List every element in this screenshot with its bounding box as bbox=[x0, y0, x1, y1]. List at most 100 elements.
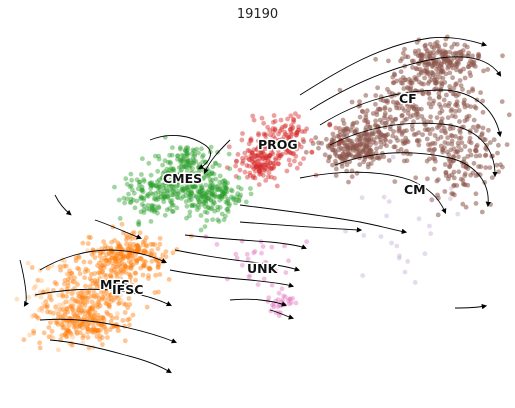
cell-point-cmes bbox=[238, 186, 244, 192]
cell-point-cf bbox=[362, 144, 368, 150]
cell-point-cmes bbox=[155, 210, 160, 216]
cell-point-cf bbox=[330, 131, 336, 137]
cell-point-cf bbox=[346, 179, 351, 185]
cell-point-mes bbox=[86, 326, 91, 332]
cell-point-mes bbox=[133, 270, 139, 276]
cell-point-prog bbox=[261, 168, 267, 174]
cell-point-mes bbox=[105, 292, 111, 298]
cell-point-cmes bbox=[136, 222, 142, 228]
cell-point-mes bbox=[37, 340, 42, 346]
cell-point-cf bbox=[495, 150, 500, 156]
cell-point-mes bbox=[136, 255, 142, 261]
cell-point-mes bbox=[120, 318, 126, 323]
cell-point-cmes bbox=[205, 205, 211, 211]
cell-point-cmes bbox=[141, 207, 147, 213]
cell-point-cmes bbox=[221, 217, 227, 223]
cell-point-cf bbox=[435, 212, 441, 218]
cell-point-mes bbox=[58, 306, 63, 312]
cell-point-cf bbox=[500, 164, 505, 170]
cell-point-cmes bbox=[190, 184, 196, 190]
cell-point-cmes bbox=[219, 211, 225, 217]
cell-point-prog bbox=[268, 143, 274, 149]
cell-point-mes bbox=[83, 283, 88, 289]
cell-point-mes bbox=[45, 265, 51, 271]
cell-point-mes bbox=[127, 273, 133, 278]
cell-point-cmes bbox=[162, 189, 167, 195]
cell-point-mes bbox=[128, 274, 134, 280]
cell-point-ifsc bbox=[99, 276, 104, 282]
cell-point-cf bbox=[381, 154, 387, 160]
cell-point-mes bbox=[66, 323, 72, 328]
cell-point-ifsc bbox=[75, 295, 81, 301]
cluster-label-mes: MES bbox=[100, 277, 130, 292]
cell-point-cmes bbox=[217, 179, 223, 185]
cell-point-mes bbox=[86, 234, 92, 240]
cell-point-mes bbox=[118, 251, 124, 257]
cell-point-cf bbox=[482, 137, 488, 143]
cell-point-mes bbox=[91, 316, 96, 322]
cell-point-unk bbox=[244, 251, 250, 257]
cell-point-cmes bbox=[199, 184, 205, 190]
cell-point-cmes bbox=[137, 179, 143, 185]
cell-point-cmes bbox=[180, 194, 186, 199]
cell-point-cmes bbox=[158, 191, 164, 197]
cell-point-mes bbox=[89, 306, 94, 312]
cell-point-prog bbox=[281, 138, 287, 144]
cell-point-mes bbox=[105, 335, 110, 340]
cell-point-prog bbox=[251, 117, 257, 123]
cell-point-mes bbox=[86, 321, 92, 327]
cell-point-cf bbox=[448, 108, 454, 114]
cell-point-cmes bbox=[184, 151, 190, 157]
cell-point-mes bbox=[91, 313, 97, 318]
cell-point-cmes bbox=[181, 180, 187, 186]
cell-point-cf bbox=[401, 86, 407, 91]
cell-point-cf bbox=[392, 72, 398, 78]
cell-point-mes bbox=[146, 273, 151, 279]
cell-point-cmes bbox=[127, 200, 133, 206]
cell-point-mes bbox=[76, 266, 82, 272]
cell-point-mes bbox=[83, 322, 88, 328]
cell-point-ifsc bbox=[76, 329, 81, 335]
cell-point-prog bbox=[248, 136, 254, 142]
cell-point-cf bbox=[462, 42, 468, 48]
cell-point-mes bbox=[70, 296, 75, 302]
cell-point-mes bbox=[148, 251, 153, 257]
cell-point-ifsc bbox=[90, 309, 95, 315]
cell-point-mes bbox=[94, 281, 100, 286]
cluster-label-cm: CM bbox=[404, 182, 426, 197]
cell-point-mes bbox=[78, 290, 84, 296]
cell-point-cmes bbox=[201, 176, 206, 182]
cell-point-cmes bbox=[180, 162, 185, 167]
cell-point-cmes bbox=[124, 196, 130, 202]
cell-point-cmes bbox=[190, 155, 196, 161]
cell-point-mes bbox=[67, 330, 73, 335]
cell-point-mes bbox=[87, 259, 93, 265]
cell-point-ifsc bbox=[82, 299, 88, 304]
cell-point-prog bbox=[283, 150, 289, 156]
cell-point-mes bbox=[81, 320, 86, 326]
cell-point-prog bbox=[270, 126, 276, 131]
cell-point-prog bbox=[292, 158, 297, 164]
cell-point-mes bbox=[76, 315, 81, 321]
cell-point-cmes bbox=[210, 184, 216, 190]
cell-point-mes bbox=[128, 289, 134, 295]
cell-point-cf bbox=[470, 88, 476, 93]
cell-point-cmes bbox=[181, 186, 187, 192]
cell-point-cf bbox=[409, 123, 415, 129]
cell-point-cmes bbox=[190, 160, 196, 165]
cell-point-mes bbox=[103, 301, 109, 306]
cell-point-mes bbox=[115, 240, 121, 246]
cell-point-unk bbox=[282, 243, 287, 249]
cell-point-prog bbox=[258, 164, 263, 170]
cell-point-mes bbox=[136, 247, 142, 253]
cell-point-cf bbox=[434, 39, 440, 45]
cell-point-mes bbox=[32, 312, 37, 318]
cell-point-cmes bbox=[217, 173, 223, 179]
cell-point-mes bbox=[35, 315, 41, 321]
cell-point-cmes bbox=[171, 168, 177, 174]
cell-point-mes bbox=[68, 317, 74, 323]
cell-point-cf bbox=[453, 50, 458, 56]
cell-point-cmes bbox=[155, 168, 161, 174]
cell-point-prog bbox=[285, 133, 290, 138]
cell-point-cmes bbox=[170, 173, 175, 179]
